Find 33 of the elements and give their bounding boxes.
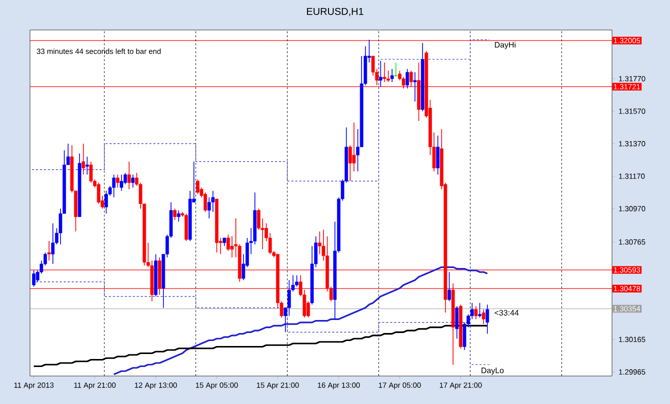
candlestick — [47, 240, 51, 262]
candlestick — [486, 304, 490, 334]
candlestick — [455, 306, 459, 340]
candlestick — [436, 135, 440, 175]
candlestick — [378, 60, 382, 88]
candlestick — [406, 68, 410, 89]
candlestick — [448, 272, 451, 302]
candlestick — [120, 174, 124, 192]
candlestick — [482, 309, 486, 324]
candlestick — [104, 190, 108, 214]
candlestick — [131, 174, 135, 188]
candlestick — [390, 68, 394, 82]
candlestick — [176, 210, 180, 222]
candlestick — [32, 270, 36, 288]
candlestick — [51, 222, 55, 264]
candlestick — [127, 161, 131, 190]
candlestick — [112, 174, 116, 198]
candlestick — [82, 143, 86, 175]
candlestick — [96, 182, 100, 204]
candlestick — [196, 179, 200, 194]
candlestick — [382, 62, 386, 82]
candlestick — [116, 174, 120, 188]
candlestick — [173, 208, 177, 220]
candlestick — [478, 302, 482, 318]
chart-title: EURUSD,H1 — [307, 8, 364, 16]
candlestick — [474, 306, 478, 320]
candlestick — [394, 62, 398, 78]
candlestick — [295, 274, 298, 288]
candlestick — [413, 72, 417, 102]
candlestick — [352, 122, 356, 172]
candlestick — [86, 156, 89, 175]
candlestick — [89, 161, 93, 184]
candlestick — [288, 280, 291, 316]
